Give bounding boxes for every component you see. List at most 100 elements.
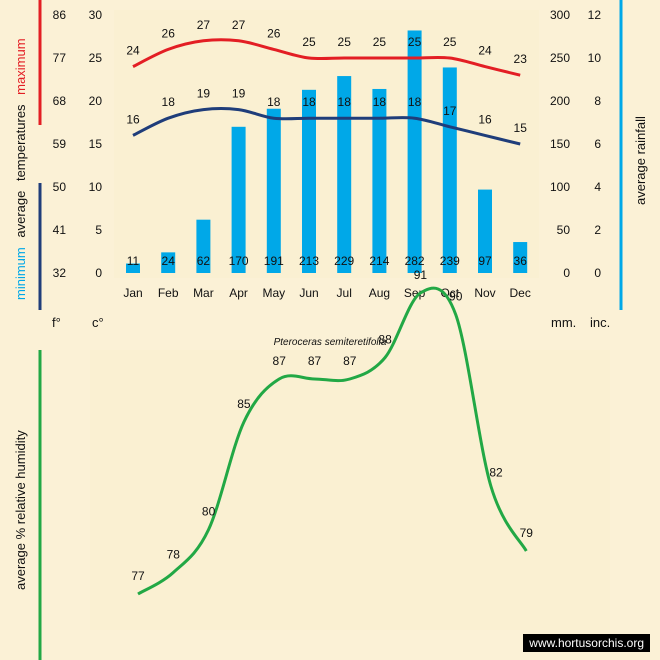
rainfall-label: 170 <box>229 254 249 268</box>
max-temp-line <box>132 38 521 77</box>
rainfall-label: 191 <box>264 254 284 268</box>
rainfall-label: 11 <box>127 254 140 268</box>
min-temp-label: 18 <box>267 95 281 109</box>
inch-unit-label: inc. <box>590 315 610 330</box>
top-plot-area <box>114 10 539 278</box>
month-tick: Sep <box>404 286 426 300</box>
humidity-label: 77 <box>131 569 145 583</box>
humidity-label: 87 <box>343 354 357 368</box>
mm-tick: 100 <box>550 180 570 194</box>
inch-tick: 2 <box>594 223 601 237</box>
fahrenheit-unit-label: f° <box>52 315 61 330</box>
rainfall-bar <box>266 108 281 274</box>
rainfall-label: 229 <box>334 254 354 268</box>
mm-tick: 250 <box>550 51 570 65</box>
temperature-axis-title: minimum average temperatures maximum <box>13 38 28 300</box>
temperature-lines <box>132 38 521 146</box>
rainfall-bar <box>126 263 140 273</box>
rainfall-label: 214 <box>369 254 389 268</box>
rainfall-label: 36 <box>514 254 528 268</box>
mm-tick: 50 <box>557 223 571 237</box>
min-temp-label: 16 <box>478 112 492 126</box>
fahrenheit-tick: 77 <box>53 51 67 65</box>
rainfall-label: 213 <box>299 254 319 268</box>
min-temp-label: 18 <box>408 95 422 109</box>
mm-tick: 0 <box>563 266 570 280</box>
min-temp-label: 16 <box>126 112 140 126</box>
inch-tick: 0 <box>594 266 601 280</box>
fahrenheit-tick: 41 <box>53 223 67 237</box>
min-temp-label: 15 <box>514 121 528 135</box>
celsius-tick: 15 <box>89 137 103 151</box>
rainfall-bar <box>372 88 387 274</box>
inch-tick: 4 <box>594 180 601 194</box>
average-word: average <box>13 191 28 238</box>
min-temp-label: 18 <box>338 95 352 109</box>
min-temp-label: 18 <box>162 95 176 109</box>
month-tick: Dec <box>510 286 531 300</box>
celsius-tick: 5 <box>95 223 102 237</box>
max-temp-label: 26 <box>162 26 176 40</box>
rainfall-label: 24 <box>162 254 176 268</box>
min-temp-label: 18 <box>373 95 387 109</box>
humidity-series: 77 78 80 85 87 87 87 88 91 90 82 79 <box>131 268 533 596</box>
humidity-label: 78 <box>167 548 181 562</box>
max-temp-label: 25 <box>408 35 422 49</box>
celsius-tick: 20 <box>89 94 103 108</box>
data-labels: 24 26 27 27 26 25 25 25 25 25 24 23 16 18 19 19 18 18 18 18… <box>126 18 527 268</box>
month-tick: Nov <box>474 286 495 300</box>
humidity-label: 82 <box>489 466 503 480</box>
month-tick: Jun <box>299 286 318 300</box>
rainfall-bar <box>196 219 211 273</box>
month-tick: Jan <box>123 286 142 300</box>
rainfall-label: 282 <box>405 254 425 268</box>
month-tick: May <box>262 286 285 300</box>
celsius-tick: 10 <box>89 180 103 194</box>
month-tick: Aug <box>369 286 390 300</box>
humidity-label: 90 <box>449 290 463 304</box>
inch-tick: 10 <box>588 51 602 65</box>
min-temp-label: 19 <box>232 87 246 101</box>
species-caption: Pteroceras semiteretifolia <box>274 337 387 348</box>
mm-unit-label: mm. <box>551 315 576 330</box>
month-tick: Feb <box>158 286 179 300</box>
humidity-plot-area <box>90 350 610 630</box>
mm-tick: 150 <box>550 137 570 151</box>
celsius-unit-label: c° <box>92 315 104 330</box>
rainfall-axis-title: average rainfall <box>633 116 648 205</box>
inch-tick: 6 <box>594 137 601 151</box>
max-word: maximum <box>13 38 28 94</box>
max-temp-label: 25 <box>443 35 457 49</box>
month-tick: Apr <box>229 286 248 300</box>
mm-tick: 200 <box>550 94 570 108</box>
rainfall-bar <box>478 189 492 273</box>
rainfall-label: 62 <box>197 254 211 268</box>
humidity-label: 87 <box>273 354 287 368</box>
rainfall-bars <box>126 30 528 274</box>
min-temp-label: 19 <box>197 87 211 101</box>
month-tick: Mar <box>193 286 214 300</box>
max-temp-label: 25 <box>338 35 352 49</box>
fahrenheit-tick: 59 <box>53 137 67 151</box>
humidity-axis-title: average % relative humidity <box>13 430 28 590</box>
humidity-label: 85 <box>237 397 251 411</box>
max-temp-label: 27 <box>232 18 246 32</box>
celsius-tick: 30 <box>89 8 103 22</box>
rainfall-bar <box>442 67 457 274</box>
humidity-line <box>137 286 528 596</box>
rainfall-bar <box>407 30 422 274</box>
mm-tick: 300 <box>550 8 570 22</box>
rainfall-bar <box>231 126 246 273</box>
rainfall-label: 239 <box>440 254 460 268</box>
max-temp-label: 23 <box>514 52 528 66</box>
max-temp-label: 25 <box>373 35 387 49</box>
humidity-label: 88 <box>378 333 392 347</box>
min-word: minimum <box>13 247 28 300</box>
min-temp-label: 18 <box>302 95 316 109</box>
site-watermark[interactable]: www.hortusorchis.org <box>523 634 650 652</box>
rainfall-bar <box>302 89 316 273</box>
humidity-label: 80 <box>202 505 216 519</box>
temperatures-word: temperatures <box>13 104 28 181</box>
max-temp-label: 25 <box>302 35 316 49</box>
